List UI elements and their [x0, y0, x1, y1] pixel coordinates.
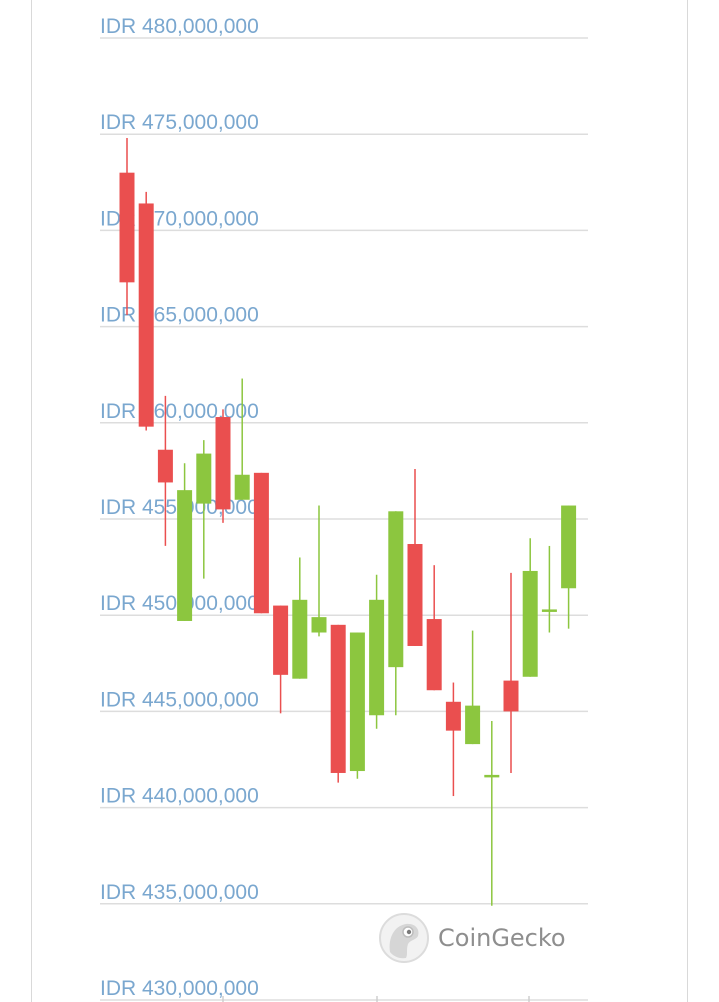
y-tick-label: IDR 480,000,000 — [100, 15, 259, 38]
candle[interactable] — [445, 682, 461, 797]
candle-body — [503, 680, 519, 712]
coingecko-watermark: CoinGecko — [378, 910, 588, 966]
candle-body — [311, 617, 327, 633]
candle-body — [177, 490, 193, 621]
candle[interactable] — [369, 574, 385, 729]
frame-right-border — [687, 0, 688, 1002]
candle[interactable] — [253, 472, 269, 614]
candle-body — [407, 544, 423, 646]
candle[interactable] — [119, 138, 135, 316]
candles-layer — [119, 138, 577, 906]
candle[interactable] — [215, 409, 231, 523]
candle-body — [484, 774, 500, 778]
candle-body — [138, 203, 154, 427]
y-tick-label: IDR 475,000,000 — [100, 111, 259, 134]
y-tick-label: IDR 445,000,000 — [100, 688, 259, 711]
candle-body — [541, 609, 557, 612]
candle[interactable] — [522, 538, 538, 677]
candle[interactable] — [311, 505, 327, 637]
candle[interactable] — [330, 624, 346, 783]
candle-body — [119, 172, 135, 283]
y-tick-label: IDR 440,000,000 — [100, 785, 259, 808]
candle[interactable] — [177, 463, 193, 621]
candle-body — [465, 705, 481, 745]
candle-body — [349, 632, 365, 772]
candle[interactable] — [503, 572, 519, 773]
coingecko-gecko-icon — [379, 913, 429, 963]
y-tick-label: IDR 430,000,000 — [100, 977, 259, 1000]
candle-body — [215, 417, 231, 510]
candle[interactable] — [349, 632, 365, 779]
candle[interactable] — [561, 505, 577, 629]
grid-layer — [100, 37, 588, 1001]
candle[interactable] — [426, 565, 442, 691]
candle[interactable] — [541, 545, 557, 633]
candle-body — [292, 599, 308, 679]
y-tick-label: IDR 465,000,000 — [100, 304, 259, 327]
candle-body — [388, 511, 404, 668]
candle[interactable] — [292, 557, 308, 679]
candle-body — [273, 605, 289, 675]
candle[interactable] — [234, 378, 250, 500]
candle[interactable] — [465, 630, 481, 745]
candle-body — [157, 449, 173, 483]
watermark-text: CoinGecko — [438, 924, 566, 952]
candle[interactable] — [388, 511, 404, 716]
candle-body — [561, 505, 577, 589]
candle-body — [234, 474, 250, 500]
frame-left-border — [31, 0, 32, 1002]
y-tick-label: IDR 435,000,000 — [100, 881, 259, 904]
y-tick-label: IDR 460,000,000 — [100, 400, 259, 423]
candle-body — [369, 599, 385, 716]
candle-body — [522, 570, 538, 677]
candle[interactable] — [407, 468, 423, 646]
candle-body — [253, 472, 269, 614]
candle[interactable] — [273, 605, 289, 714]
candle[interactable] — [138, 191, 154, 431]
candle-body — [426, 619, 442, 691]
x-axis-ticks — [222, 996, 530, 1002]
candle[interactable] — [157, 395, 173, 546]
candle[interactable] — [196, 440, 212, 579]
candle-body — [330, 624, 346, 773]
candle-body — [196, 453, 212, 504]
candle-body — [445, 701, 461, 731]
candle[interactable] — [484, 721, 500, 906]
